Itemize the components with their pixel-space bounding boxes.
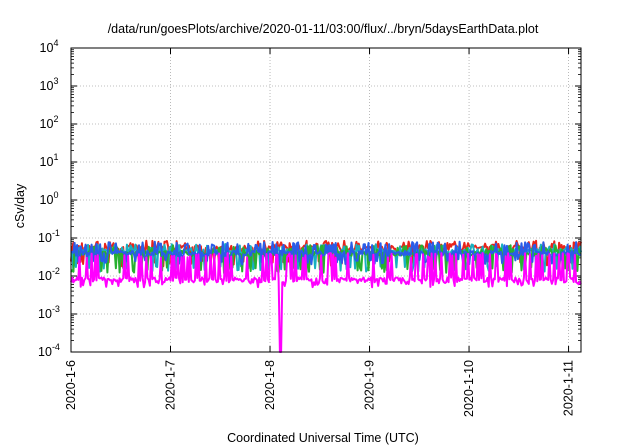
x-tick-label: 2020-1-8 [263, 360, 277, 410]
y-tick-label: 10-2 [38, 266, 60, 283]
y-tick-label: 10-1 [38, 228, 60, 245]
x-tick-label: 2020-1-7 [164, 360, 178, 410]
y-tick-label: 10-3 [38, 304, 60, 321]
y-tick-label: 104 [40, 38, 59, 55]
x-tick-labels: 2020-1-6 2020-1-7 2020-1-8 2020-1-9 2020-1-1… [64, 360, 576, 417]
y-axis-label: cSv/day [13, 183, 27, 228]
y-tick-label: 100 [40, 190, 59, 207]
x-axis-label: Coordinated Universal Time (UTC) [227, 431, 419, 445]
y-tick-label: 101 [40, 152, 59, 169]
x-tick-label: 2020-1-11 [562, 360, 576, 416]
series-line [70, 240, 582, 266]
x-tick-label: 2020-1-10 [462, 360, 476, 417]
x-tick-label: 2020-1-6 [64, 360, 78, 410]
grid [70, 47, 581, 353]
plot-frame [70, 47, 582, 353]
chart-title: /data/run/goesPlots/archive/2020-01-11/0… [108, 22, 539, 36]
y-tick-label: 103 [40, 76, 59, 93]
series-line [70, 252, 582, 353]
y-tick-label: 10-4 [38, 342, 60, 359]
y-tick-labels: 10-4 10-3 10-2 10-1 100 101 102 103 104 [38, 38, 60, 359]
x-tick-label: 2020-1-9 [363, 360, 377, 410]
y-tick-label: 102 [40, 114, 59, 131]
series-group [70, 239, 582, 353]
